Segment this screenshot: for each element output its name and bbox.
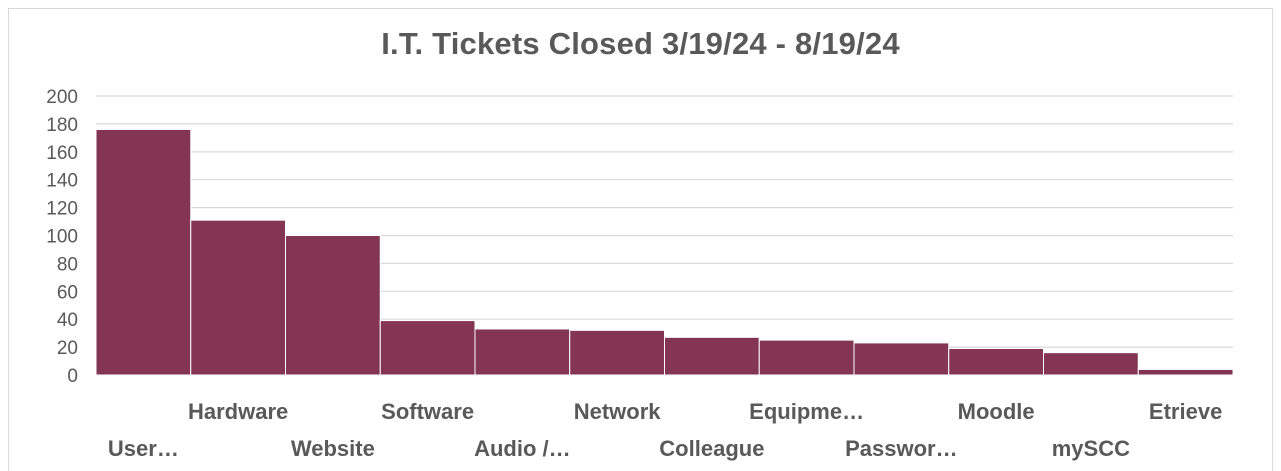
y-tick-label: 200: [46, 87, 78, 108]
bar: [1137, 368, 1234, 376]
x-category-label: Software: [381, 399, 474, 424]
y-tick-label: 100: [46, 227, 78, 248]
y-tick-label: 160: [46, 143, 78, 164]
y-tick-label: 180: [46, 115, 78, 136]
bar: [95, 128, 192, 376]
bar: [569, 329, 665, 376]
x-category-label: Website: [291, 436, 375, 461]
bar: [664, 336, 760, 376]
x-category-label: Network: [574, 399, 662, 424]
x-category-label: Audio /…: [474, 436, 571, 461]
x-category-label: Hardware: [188, 399, 288, 424]
y-axis-ticks: 0 20 40 60 80 100 120 140 160 180 200: [46, 87, 78, 387]
chart-title: I.T. Tickets Closed 3/19/24 - 8/19/24: [381, 26, 900, 61]
x-category-label: Equipme…: [749, 399, 864, 424]
y-tick-label: 120: [46, 199, 78, 220]
bar: [190, 219, 286, 376]
bar: [379, 320, 476, 376]
y-tick-label: 0: [67, 366, 78, 387]
bar: [853, 342, 950, 376]
bar: [285, 235, 381, 376]
y-tick-label: 140: [46, 171, 78, 192]
x-category-label: Passwor…: [845, 436, 958, 461]
x-category-label: Etrieve: [1149, 399, 1222, 424]
y-tick-label: 20: [57, 338, 78, 359]
y-tick-label: 40: [57, 310, 78, 331]
bar: [1043, 352, 1139, 376]
bars: [95, 128, 1234, 376]
y-tick-label: 60: [57, 282, 78, 303]
bar: [758, 339, 855, 376]
x-category-label: Moodle: [958, 399, 1035, 424]
x-category-label: mySCC: [1052, 436, 1130, 461]
bar: [474, 328, 571, 376]
bar: [948, 347, 1044, 376]
y-tick-label: 80: [57, 254, 78, 275]
x-category-label: User…: [108, 436, 179, 461]
x-category-label: Colleague: [659, 436, 764, 461]
